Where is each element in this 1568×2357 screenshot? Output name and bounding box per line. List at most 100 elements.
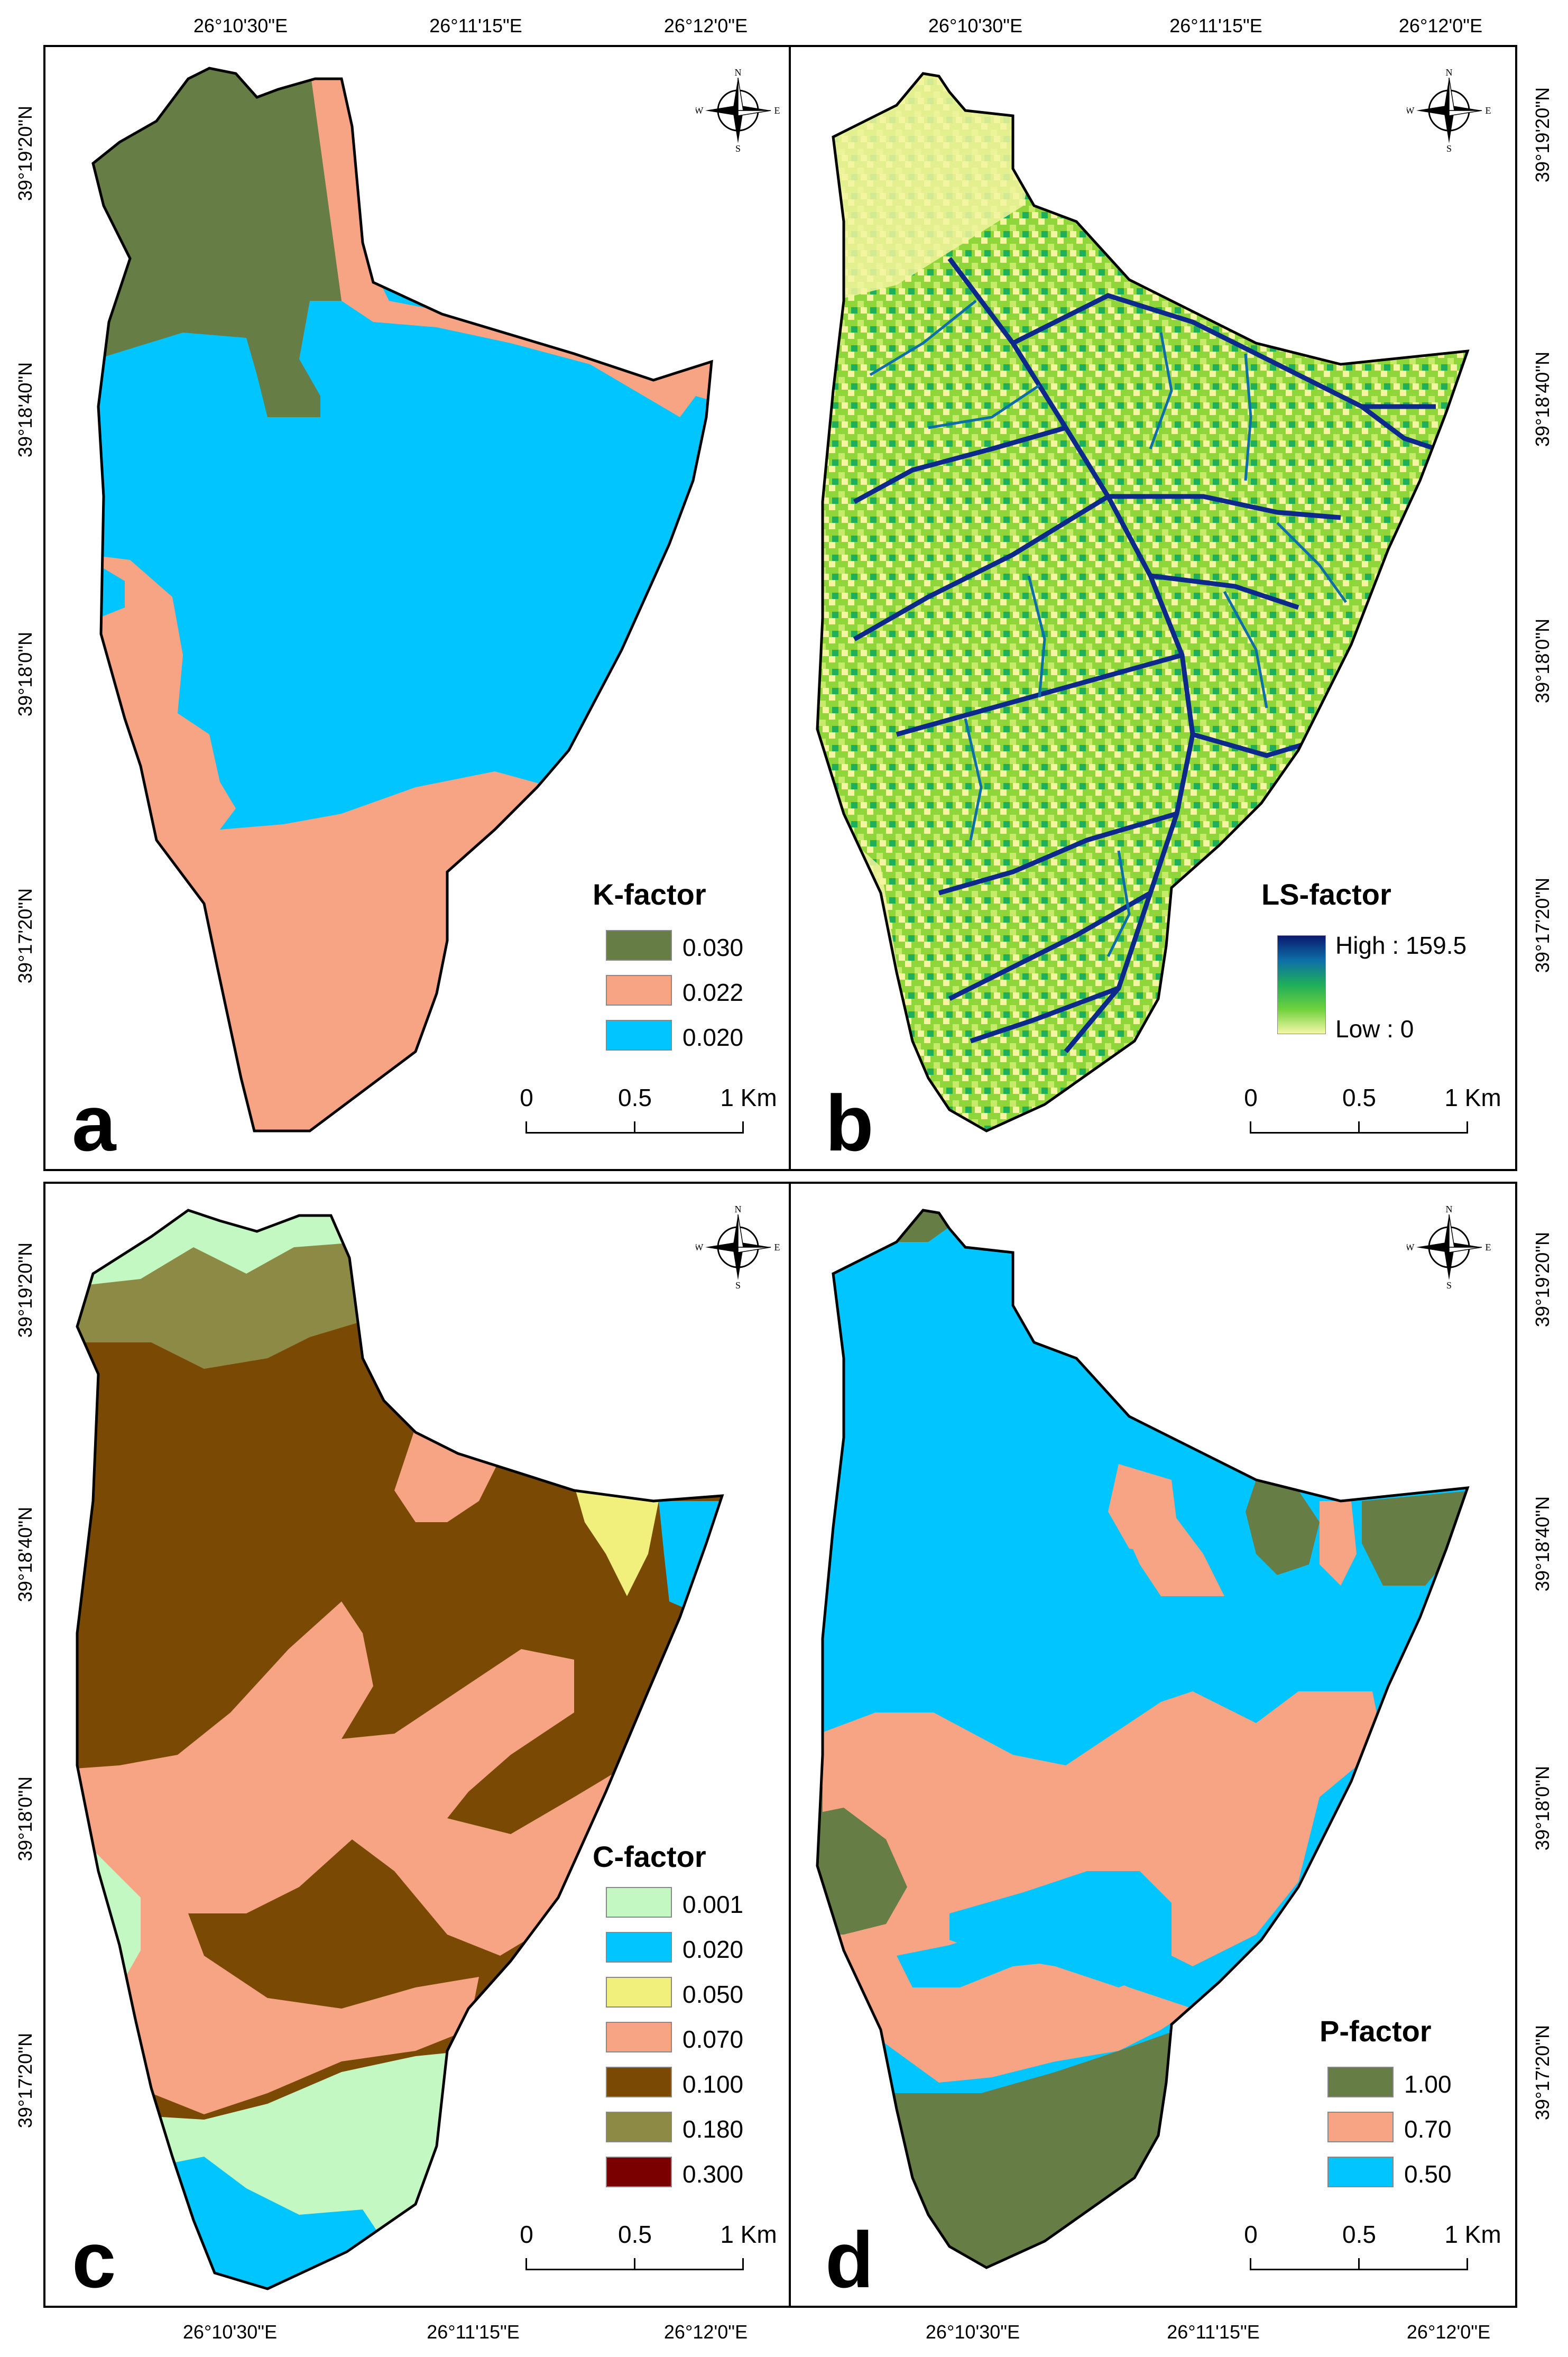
c-region-0.001-north	[77, 1210, 363, 1290]
lat-label-left-2: 39°18'40"N	[14, 362, 36, 458]
ls-legend-high-label: High : 159.5	[1335, 932, 1467, 959]
k-region-0.022-west	[93, 549, 236, 830]
lat-label-right-5: 39°19'20"N	[1532, 1231, 1553, 1328]
panel-letter-d: d	[825, 2215, 874, 2304]
lon-label-top-3: 26°12'0"E	[663, 15, 748, 36]
lat-label-left-3: 39°18'0"N	[14, 631, 36, 717]
lat-label-right-8: 39°17'20"N	[1532, 2024, 1553, 2121]
legend-title-p-factor: P-factor	[1320, 2014, 1432, 2048]
legend-label: 0.050	[682, 1981, 744, 2008]
compass-w: W	[1407, 105, 1415, 116]
legend-swatch	[606, 1887, 672, 1918]
compass-e: E	[1486, 1242, 1491, 1253]
panel-a-k-factor-map: N S W E K-factor 0.030 0.022 0.020 0 0.5…	[43, 45, 793, 1171]
p-region-0.70-north-tongue	[1119, 1512, 1224, 1596]
legend-swatch	[606, 1977, 672, 2008]
scale-label-0.5: 0.5	[1342, 1084, 1376, 1111]
scale-bar-c: 0 0.5 1 Km	[479, 2220, 777, 2278]
legend-swatch	[606, 2022, 672, 2052]
panel-letter-b: b	[825, 1079, 874, 1167]
compass-n: N	[1446, 1205, 1453, 1214]
panel-d-p-factor-map: N S W E P-factor 1.00 0.70 0.50 0 0.5 1 …	[789, 1182, 1517, 2308]
legend-label: 0.100	[682, 2070, 744, 2098]
north-arrow-compass-icon: N S W E	[1407, 68, 1491, 153]
scale-tick	[1358, 1121, 1360, 1134]
scale-tick	[1466, 1121, 1468, 1134]
scale-label-0: 0	[1244, 1084, 1258, 1111]
lat-label-right-4: 39°17'20"N	[1532, 877, 1553, 973]
lon-label-top-1: 26°10'30"E	[193, 15, 288, 36]
scale-label-1km: 1 Km	[720, 2221, 777, 2248]
legend-label: 0.300	[682, 2160, 744, 2188]
legend-item-c-0.050: 0.050	[606, 1977, 764, 2009]
scale-bar-d: 0 0.5 1 Km	[1203, 2220, 1501, 2278]
scale-tick	[742, 2258, 744, 2270]
north-arrow-compass-icon: N S W E	[1407, 1205, 1491, 1290]
ls-factor-map-canvas	[816, 72, 1470, 1133]
lat-label-left-4: 39°17'20"N	[14, 888, 36, 984]
legend-item-p-1.00: 1.00	[1327, 2067, 1486, 2098]
scale-label-1km: 1 Km	[720, 1084, 777, 1111]
legend-swatch	[1327, 2067, 1394, 2097]
legend-label: 0.022	[682, 979, 744, 1006]
compass-e: E	[774, 1242, 780, 1253]
scale-tick	[1250, 2258, 1251, 2270]
lat-label-left-7: 39°18'0"N	[14, 1776, 36, 1862]
lon-label-bottom-4: 26°10'30"E	[925, 2321, 1020, 2343]
legend-label: 0.50	[1404, 2160, 1452, 2188]
scale-tick	[742, 1121, 744, 1134]
p-region-1.00-northeast-a	[1246, 1480, 1320, 1575]
scale-tick	[634, 2258, 635, 2270]
panel-letter-c: c	[72, 2215, 116, 2304]
lat-label-left-1: 39°19'20"N	[14, 105, 36, 201]
legend-label: 0.001	[682, 1891, 744, 1918]
lat-label-right-7: 39°18'0"N	[1532, 1765, 1553, 1851]
lon-label-top-2: 26°11'15"E	[429, 15, 522, 36]
watershed-boundary-b	[816, 72, 1470, 1133]
legend-label: 0.020	[682, 1024, 744, 1051]
scale-tick	[1466, 2258, 1468, 2270]
scale-label-0.5: 0.5	[618, 1084, 652, 1111]
north-arrow-compass-icon: N S W E	[696, 68, 780, 153]
legend-swatch	[1327, 2157, 1394, 2187]
compass-n: N	[735, 68, 742, 78]
legend-swatch	[1327, 2112, 1394, 2142]
lon-label-bottom-5: 26°11'15"E	[1167, 2321, 1260, 2343]
scale-label-1km: 1 Km	[1444, 2221, 1501, 2248]
scale-label-1km: 1 Km	[1444, 1084, 1501, 1111]
lon-label-top-4: 26°10'30"E	[928, 15, 1023, 36]
c-region-0.300-b	[675, 1681, 701, 1723]
legend-item-k-0.030: 0.030	[606, 930, 764, 962]
p-region-1.00-northeast-b	[1362, 1490, 1468, 1586]
lon-label-bottom-1: 26°10'30"E	[182, 2321, 278, 2343]
c-region-0.070-central	[77, 1601, 659, 2114]
scale-bar-a: 0 0.5 1 Km	[479, 1083, 777, 1141]
lon-label-bottom-3: 26°12'0"E	[663, 2321, 748, 2343]
ls-stream-network	[853, 257, 1437, 1053]
legend-item-c-0.100: 0.100	[606, 2067, 764, 2098]
ls-tributaries	[869, 300, 1348, 957]
c-factor-map-canvas	[76, 1209, 724, 2290]
legend-item-c-0.180: 0.180	[606, 2112, 764, 2143]
ls-legend-low-label: Low : 0	[1335, 1015, 1414, 1043]
legend-item-p-0.50: 0.50	[1327, 2157, 1486, 2188]
p-region-0.70-northeast	[1320, 1501, 1357, 1586]
scale-label-0.5: 0.5	[618, 2221, 652, 2248]
compass-e: E	[774, 105, 780, 116]
panel-letter-a: a	[72, 1079, 116, 1167]
compass-n: N	[735, 1205, 742, 1214]
legend-item-c-0.001: 0.001	[606, 1887, 764, 1919]
legend-swatch	[606, 2112, 672, 2142]
panel-b-ls-factor-map: N S W E LS-factor High : 159.5 Low : 0 0…	[789, 45, 1517, 1171]
ls-gradient-legend	[1277, 935, 1326, 1034]
compass-w: W	[696, 1242, 704, 1253]
watershed-boundary-a	[91, 67, 713, 1133]
compass-s: S	[1446, 1280, 1452, 1290]
compass-n: N	[1446, 68, 1453, 78]
legend-title-c-factor: C-factor	[593, 1840, 706, 1873]
lat-label-right-2: 39°18'40"N	[1532, 351, 1553, 447]
compass-s: S	[1446, 143, 1452, 153]
compass-e: E	[1486, 105, 1491, 116]
watershed-boundary-d	[816, 1209, 1470, 2269]
lat-label-right-6: 39°18'40"N	[1532, 1496, 1553, 1592]
